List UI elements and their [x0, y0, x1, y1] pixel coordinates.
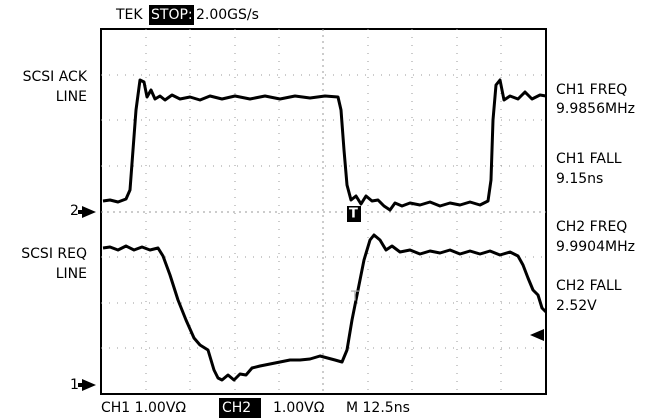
- ch1-label: LINE: [56, 89, 87, 105]
- ch2-trace: [103, 235, 546, 380]
- graticule-grid: [101, 29, 546, 394]
- readout-value: 9.9904MHz: [556, 239, 635, 255]
- trigger-level-arrow: [530, 329, 544, 341]
- timebase: M 12.5ns: [346, 400, 410, 416]
- ch2-label: LINE: [56, 266, 87, 282]
- trigger-level-marker: T: [350, 290, 359, 305]
- readout-label: CH1 FALL: [556, 151, 622, 167]
- ch2-ground-arrow: [78, 206, 96, 218]
- ch2-name: CH2: [222, 400, 251, 416]
- trigger-marker: T: [349, 207, 358, 222]
- ch2-scale: 1.00VΩ: [273, 400, 325, 416]
- ch2-label: SCSI REQ: [21, 246, 87, 262]
- state: STOP:: [151, 7, 193, 23]
- ch1-ground-arrow: [78, 379, 96, 391]
- ch1-scale: CH1 1.00VΩ: [101, 400, 186, 416]
- brand: TEK: [115, 7, 143, 23]
- sample-rate: 2.00GS/s: [196, 7, 259, 23]
- ch2-ground-label: 2: [70, 203, 79, 219]
- readout-label: CH2 FREQ: [556, 219, 627, 235]
- ch1-label: SCSI ACK: [23, 69, 88, 85]
- scope-screen: TEK STOP: 2.00GS/s 2 1 T T SCSI ACK LINE…: [0, 0, 657, 418]
- readout-value: 9.15ns: [556, 171, 603, 187]
- ch1-ground-label: 1: [70, 377, 79, 393]
- readout-value: 2.52V: [556, 298, 597, 314]
- readout-label: CH2 FALL: [556, 278, 622, 294]
- ch1-trace: [103, 80, 546, 210]
- readout-value: 9.9856MHz: [556, 101, 635, 117]
- readout-label: CH1 FREQ: [556, 82, 627, 98]
